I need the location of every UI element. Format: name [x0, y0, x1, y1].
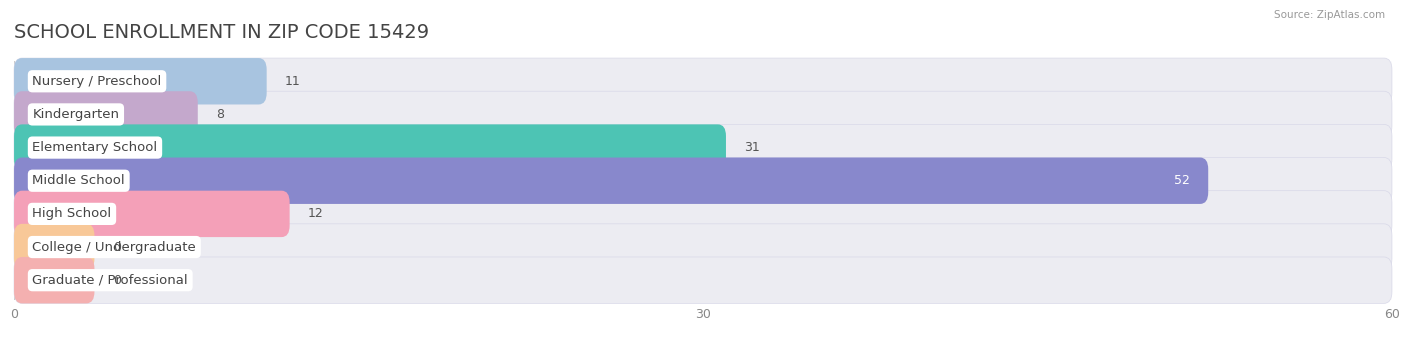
Text: SCHOOL ENROLLMENT IN ZIP CODE 15429: SCHOOL ENROLLMENT IN ZIP CODE 15429: [14, 23, 429, 42]
FancyBboxPatch shape: [14, 58, 267, 104]
Text: Elementary School: Elementary School: [32, 141, 157, 154]
Text: 12: 12: [308, 207, 323, 220]
FancyBboxPatch shape: [14, 124, 725, 171]
FancyBboxPatch shape: [14, 58, 1392, 104]
FancyBboxPatch shape: [14, 91, 1392, 138]
Text: 52: 52: [1174, 174, 1189, 187]
FancyBboxPatch shape: [14, 257, 1392, 303]
FancyBboxPatch shape: [14, 191, 1392, 237]
FancyBboxPatch shape: [14, 224, 94, 270]
FancyBboxPatch shape: [14, 224, 1392, 270]
Text: 11: 11: [285, 75, 301, 88]
Text: 0: 0: [112, 274, 121, 287]
Text: Source: ZipAtlas.com: Source: ZipAtlas.com: [1274, 10, 1385, 20]
FancyBboxPatch shape: [14, 158, 1208, 204]
FancyBboxPatch shape: [14, 257, 94, 303]
Text: 31: 31: [744, 141, 761, 154]
Text: College / Undergraduate: College / Undergraduate: [32, 240, 197, 254]
Text: Graduate / Professional: Graduate / Professional: [32, 274, 188, 287]
FancyBboxPatch shape: [14, 191, 290, 237]
Text: Middle School: Middle School: [32, 174, 125, 187]
FancyBboxPatch shape: [14, 158, 1392, 204]
Text: 0: 0: [112, 240, 121, 254]
Text: 8: 8: [217, 108, 224, 121]
FancyBboxPatch shape: [14, 124, 1392, 171]
Text: Kindergarten: Kindergarten: [32, 108, 120, 121]
Text: High School: High School: [32, 207, 111, 220]
FancyBboxPatch shape: [14, 91, 198, 138]
Text: Nursery / Preschool: Nursery / Preschool: [32, 75, 162, 88]
